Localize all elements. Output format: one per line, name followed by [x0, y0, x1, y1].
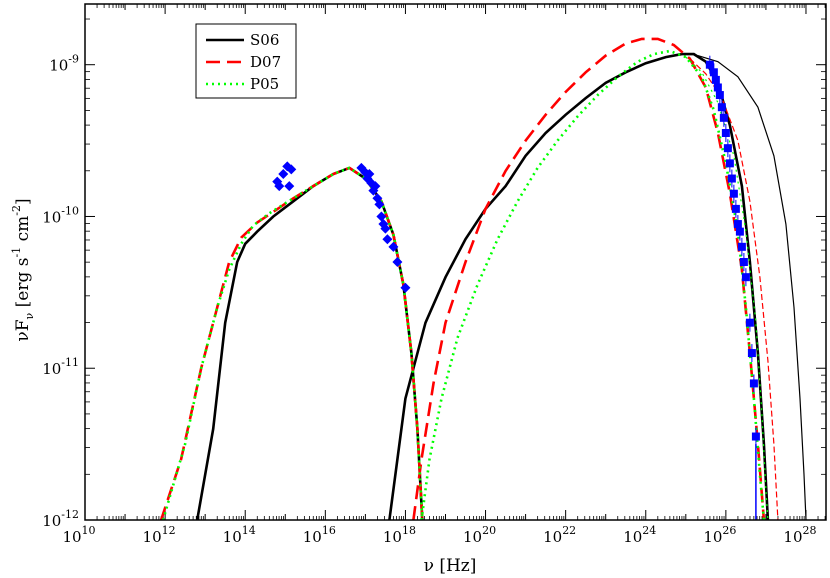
curve-s06-ic [388, 52, 770, 521]
x-tick-labels: 1010 1012 1014 1016 1018 1020 1022 1024 1026 1028 [62, 524, 816, 546]
obs-diamond [370, 181, 381, 192]
curve-d07-ic-thin [689, 58, 779, 521]
obs-diamond [388, 241, 399, 252]
obs-square [733, 220, 742, 229]
obs-diamond [380, 223, 391, 234]
x-tick-label: 1024 [623, 524, 656, 546]
obs-square [719, 113, 728, 122]
x-axis-title: ν [Hz] [424, 556, 477, 576]
obs-square [729, 189, 738, 198]
y-tick-labels: 10-12 10-11 10-10 10-9 [42, 53, 79, 530]
obs-square [747, 349, 756, 358]
x-tick-label: 1010 [62, 524, 95, 546]
obs-square [721, 129, 730, 137]
obs-square [705, 60, 714, 69]
x-tick-label: 1020 [463, 524, 496, 546]
y-title-sub: ν [23, 312, 36, 319]
obs-diamond [374, 199, 385, 210]
obs-square [711, 75, 720, 84]
x-tick-label: 1012 [143, 524, 176, 546]
x-tick-label: 1016 [303, 524, 336, 546]
obs-diamond [284, 181, 295, 192]
observed-data-points [272, 55, 760, 520]
y-title-exp2: -2 [10, 205, 23, 216]
obs-square [717, 103, 726, 112]
model-curves [159, 37, 807, 521]
x-tick-label: 1014 [223, 524, 256, 546]
obs-diamond [382, 234, 393, 245]
obs-square [741, 273, 750, 282]
y-title-main: νF [13, 319, 33, 341]
obs-diamond [278, 168, 289, 179]
y-title-cm: cm [13, 216, 33, 247]
obs-diamond [274, 181, 285, 192]
y-tick-label: 10-12 [42, 508, 79, 530]
y-axis-title: νFν [erg s-1 cm-2] [10, 198, 36, 341]
curve-d07-ic [412, 37, 766, 521]
curve-p05-ic [420, 49, 766, 521]
obs-square [745, 318, 754, 327]
obs-square [715, 91, 724, 100]
y-title-bracket: [erg s [13, 258, 33, 308]
obs-square [723, 144, 732, 153]
obs-diamond [364, 168, 375, 179]
obs-square [749, 379, 758, 388]
obs-diamond [376, 211, 387, 222]
x-tick-label: 1022 [543, 524, 576, 546]
obs-square [751, 432, 760, 441]
legend: S06 D07 P05 [195, 23, 297, 99]
y-title-exp1: -1 [10, 247, 23, 258]
svg-text:νFν [erg s-1 cm-2]: νFν [erg s-1 cm-2] [10, 198, 36, 341]
legend-label-s06: S06 [250, 31, 279, 49]
obs-square [735, 227, 744, 236]
obs-square [713, 83, 722, 92]
obs-square [727, 174, 736, 183]
x-tick-label: 1026 [703, 524, 736, 546]
obs-square [737, 242, 746, 251]
obs-square [709, 68, 718, 77]
obs-square [739, 258, 748, 266]
legend-label-d07: D07 [250, 53, 281, 71]
obs-square [725, 159, 734, 168]
plot-frame [84, 3, 827, 521]
obs-square [731, 204, 740, 213]
obs-diamond [392, 257, 403, 267]
y-tick-label: 10-10 [42, 204, 79, 226]
x-tick-label: 1018 [383, 524, 416, 546]
y-tick-label: 10-9 [49, 53, 79, 75]
curve-s06-ic-thin [697, 55, 807, 521]
y-title-close: ] [13, 198, 33, 205]
legend-label-p05: P05 [250, 75, 279, 93]
y-tick-label: 10-11 [42, 356, 79, 378]
obs-diamond [286, 164, 297, 175]
x-tick-label: 1028 [783, 524, 816, 546]
obs-diamond [400, 282, 411, 293]
curve-d07-sync [159, 166, 424, 521]
